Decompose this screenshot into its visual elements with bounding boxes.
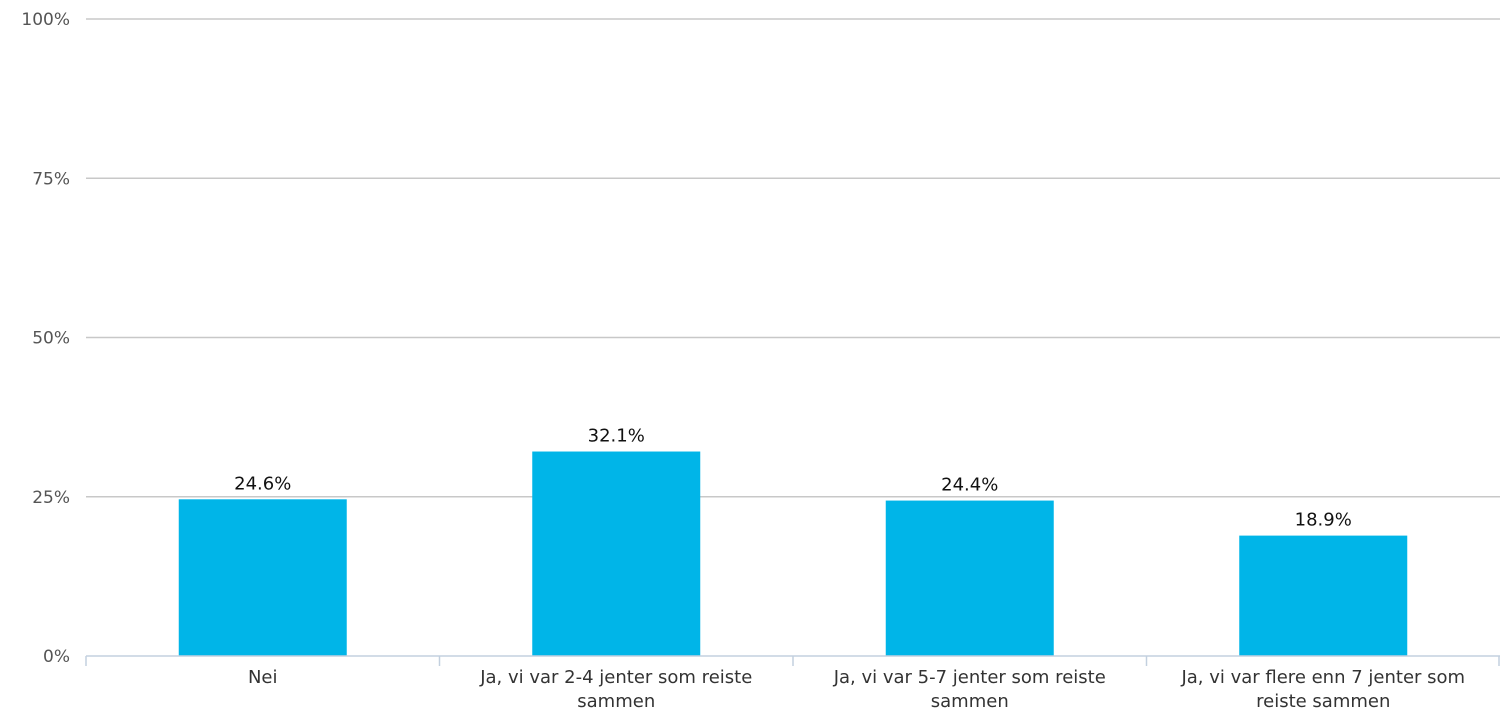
bars [178, 451, 1408, 656]
y-tick-label: 100% [21, 10, 70, 30]
y-tick-label: 0% [43, 647, 70, 667]
data-label: 32.1% [588, 426, 645, 447]
bar [1239, 535, 1408, 656]
x-tick-label: Nei [248, 667, 278, 688]
data-label: 24.4% [941, 475, 998, 496]
y-tick-label: 75% [32, 169, 70, 189]
x-axis: Nei Ja, vi var 2-4 jenter som reiste samme… [85, 655, 1500, 712]
x-tick-label: Ja, vi var flere enn 7 jenter som reiste … [1180, 667, 1465, 712]
y-axis-tick-labels: 0% 25% 50% 75% 100% [21, 10, 70, 667]
x-tick-label: Ja, vi var 5-7 jenter som reiste sammen [833, 667, 1106, 712]
bar [178, 499, 347, 656]
bar [532, 451, 701, 656]
grid-lines [86, 18, 1500, 498]
y-tick-label: 25% [32, 488, 70, 508]
data-labels: 24.6% 32.1% 24.4% 18.9% [234, 426, 1352, 531]
x-tick-label: Ja, vi var 2-4 jenter som reiste sammen [479, 667, 752, 712]
bar [885, 500, 1054, 656]
data-label: 18.9% [1295, 510, 1352, 531]
y-tick-label: 50% [32, 329, 70, 349]
data-label: 24.6% [234, 473, 291, 494]
